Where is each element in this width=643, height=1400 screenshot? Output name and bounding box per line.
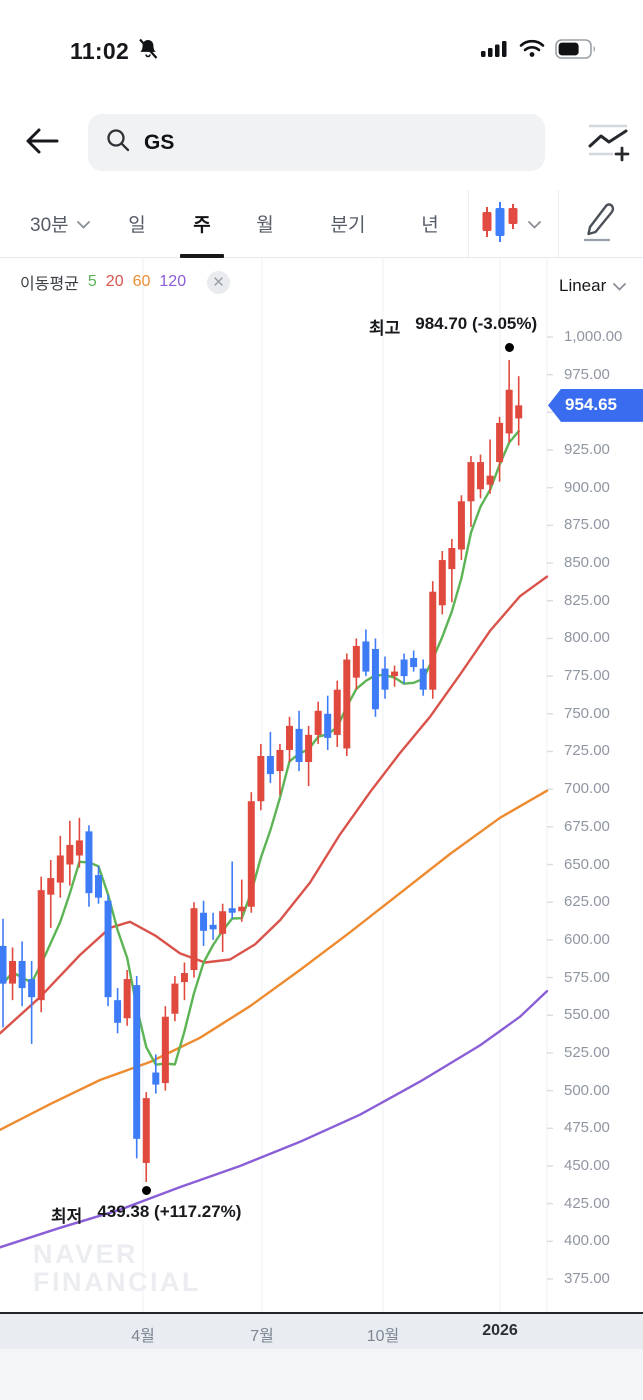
price-chart-canvas[interactable] [0, 258, 643, 1313]
legend-period-60: 60 [132, 273, 151, 290]
interval-toolbar: 30분 일 주 월 분기 년 [0, 190, 643, 258]
y-axis-label: 500.00 [564, 1081, 610, 1099]
watermark: NAVER FINANCIAL [33, 1240, 201, 1296]
high-marker-dot [504, 343, 514, 353]
y-axis-label: 400.00 [564, 1232, 610, 1250]
y-axis-label: 675.00 [564, 817, 610, 835]
add-chart-icon [587, 122, 631, 167]
high-annotation: 최고 984.70 (-3.05%) [369, 314, 537, 339]
legend-period-5: 5 [87, 273, 97, 290]
y-axis-label: 775.00 [564, 667, 610, 685]
y-axis-label: 450.00 [564, 1156, 610, 1174]
chart-baseline [0, 1312, 643, 1314]
toolbar-divider [468, 190, 469, 257]
low-annotation-label: 최저 [51, 1206, 83, 1226]
low-annotation: 최저 439.38 (+117.27%) [51, 1202, 241, 1227]
high-annotation-value: 984.70 (-3.05%) [415, 314, 538, 334]
y-axis-label: 475.00 [564, 1119, 610, 1137]
low-marker-dot [141, 1185, 151, 1195]
y-axis-label: 650.00 [564, 855, 610, 873]
scale-dropdown-label: Linear [559, 276, 607, 295]
legend-period-120: 120 [159, 273, 187, 290]
y-axis-label: 900.00 [564, 478, 610, 496]
stock-symbol: GS [144, 130, 175, 154]
search-input[interactable]: GS [88, 114, 545, 171]
tab-일[interactable]: 일 [128, 215, 146, 236]
y-axis-label: 875.00 [564, 516, 610, 534]
y-axis-label: 825.00 [564, 591, 610, 609]
chevron-down-icon [613, 276, 627, 296]
tab-주[interactable]: 주 [180, 190, 224, 258]
pencil-icon [576, 199, 618, 249]
close-icon[interactable]: ✕ [207, 270, 231, 294]
y-axis-label: 550.00 [564, 1006, 610, 1024]
low-annotation-value: 439.38 (+117.27%) [97, 1201, 242, 1221]
legend-label: 이동평균 [20, 276, 79, 293]
y-axis-label: 575.00 [564, 968, 610, 986]
x-axis-label-10월: 10월 [366, 1328, 400, 1345]
y-axis-label: 375.00 [564, 1270, 610, 1287]
legend-period-20: 20 [105, 273, 124, 290]
scale-dropdown[interactable]: Linear [559, 276, 627, 296]
x-axis-label-4월: 4월 [131, 1328, 155, 1345]
clock: 11:02 [70, 37, 130, 64]
back-arrow-icon [24, 126, 60, 161]
y-axis-label: 600.00 [564, 930, 610, 948]
y-axis-label: 800.00 [564, 629, 610, 647]
x-axis-label-7월: 7월 [250, 1328, 274, 1345]
chevron-down-icon [528, 213, 541, 235]
y-axis-label: 750.00 [564, 704, 610, 722]
y-axis-label: 925.00 [564, 441, 610, 459]
add-chart-button[interactable] [584, 120, 634, 168]
chevron-down-icon [76, 213, 90, 235]
x-axis: 4월 7월 10월 2026 [0, 1314, 643, 1349]
y-axis-label: 725.00 [564, 742, 610, 760]
header: GS [0, 113, 643, 173]
y-axis-label: 850.00 [564, 554, 610, 572]
y-axis-label: 1,000.00 [564, 328, 623, 345]
chart-type-button[interactable] [480, 190, 541, 257]
battery-icon [555, 38, 597, 64]
tab-년[interactable]: 년 [421, 215, 439, 236]
moving-average-legend: 이동평균 5 20 60 120 ✕ [20, 270, 231, 294]
status-bar: 11:02 [0, 26, 643, 76]
bell-muted-icon [136, 37, 160, 66]
tab-분기[interactable]: 분기 [330, 215, 366, 236]
high-annotation-label: 최고 [368, 319, 401, 339]
interval-dropdown[interactable]: 30분 [30, 190, 90, 257]
watermark-line: NAVER [33, 1239, 139, 1269]
current-price-badge: 954.65 [548, 388, 643, 422]
legend-periods: 5 20 60 120 [88, 273, 195, 291]
back-button[interactable] [20, 123, 64, 163]
wifi-icon [519, 39, 545, 63]
x-axis-label-2026: 2026 [482, 1322, 518, 1339]
watermark-line: FINANCIAL [33, 1267, 201, 1297]
y-axis-label: 975.00 [564, 365, 610, 383]
toolbar-divider [558, 190, 559, 257]
tab-월[interactable]: 월 [256, 215, 274, 236]
interval-dropdown-label: 30분 [30, 215, 69, 236]
y-axis-label: 700.00 [564, 780, 610, 798]
search-icon [105, 127, 131, 158]
draw-tool-button[interactable] [576, 190, 618, 257]
y-axis-label: 425.00 [564, 1194, 610, 1212]
bottom-filler [0, 1349, 643, 1400]
current-price-value: 954.65 [565, 395, 617, 415]
y-axis-label: 525.00 [564, 1043, 610, 1061]
candlestick-chart-icon [480, 199, 520, 249]
signal-bars-icon [481, 40, 509, 63]
y-axis-label: 625.00 [564, 893, 610, 911]
